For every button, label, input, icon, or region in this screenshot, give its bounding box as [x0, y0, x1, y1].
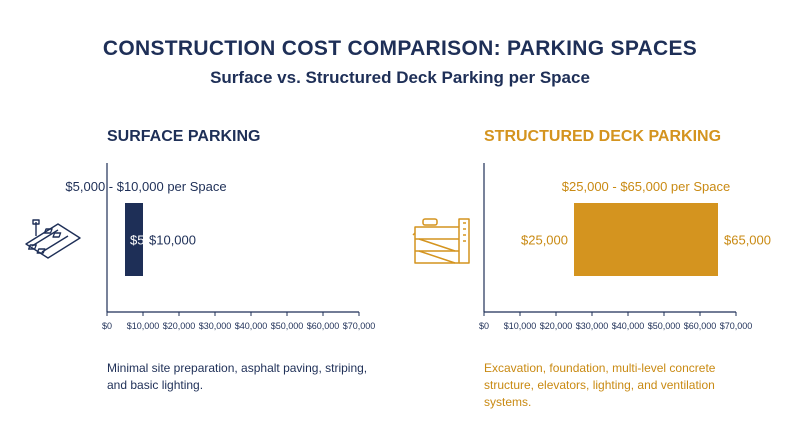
x-tick-label: $0: [102, 321, 112, 331]
x-tick-label: $50,000: [271, 321, 304, 331]
x-tick-label: $40,000: [612, 321, 645, 331]
range-label: $25,000 - $65,000 per Space: [562, 179, 730, 194]
x-tick-label: $30,000: [199, 321, 232, 331]
x-tick-label: $10,000: [127, 321, 160, 331]
parking-garage-icon: [412, 218, 470, 264]
page-subtitle: Surface vs. Structured Deck Parking per …: [210, 68, 590, 87]
x-tick-label: $20,000: [540, 321, 573, 331]
plot-area-structured: $25,000 - $65,000 per Space $25,000 $65,00…: [479, 179, 771, 331]
min-value-label: $25,000: [521, 233, 568, 248]
chart-title-surface: SURFACE PARKING: [107, 128, 261, 145]
x-tick-label: $50,000: [648, 321, 681, 331]
x-tick-label: $20,000: [163, 321, 196, 331]
parking-lot-icon: [25, 219, 81, 259]
max-value-label: $65,000: [724, 233, 771, 248]
chart-title-structured: STRUCTURED DECK PARKING: [484, 128, 721, 145]
chart-surface-parking: SURFACE PARKING $5,000 - $10,000 per Spa…: [65, 128, 375, 331]
x-tick-label: $30,000: [576, 321, 609, 331]
x-tick-label: $70,000: [343, 321, 376, 331]
x-tick-label: $60,000: [684, 321, 717, 331]
description-structured: Excavation, foundation, multi-level conc…: [484, 361, 716, 409]
x-tick-label: $10,000: [504, 321, 537, 331]
x-tick-label: $60,000: [307, 321, 340, 331]
description-surface: Minimal site preparation, asphalt paving…: [107, 361, 368, 392]
x-tick-label: $70,000: [720, 321, 753, 331]
chart-structured-parking: STRUCTURED DECK PARKING $25,000 - $65,00…: [479, 128, 771, 331]
range-label: $5,000 - $10,000 per Space: [65, 179, 226, 194]
range-bar: [574, 203, 718, 276]
plot-area-surface: $5,000 - $10,000 per Space$5,000$10,000$…: [65, 179, 375, 331]
max-value-label: $10,000: [149, 233, 196, 248]
range-bar: [125, 203, 143, 276]
page-title: CONSTRUCTION COST COMPARISON: PARKING SP…: [102, 37, 698, 60]
min-value-label: $5,000: [130, 233, 170, 248]
x-tick-label: $0: [479, 321, 489, 331]
x-tick-label: $40,000: [235, 321, 268, 331]
